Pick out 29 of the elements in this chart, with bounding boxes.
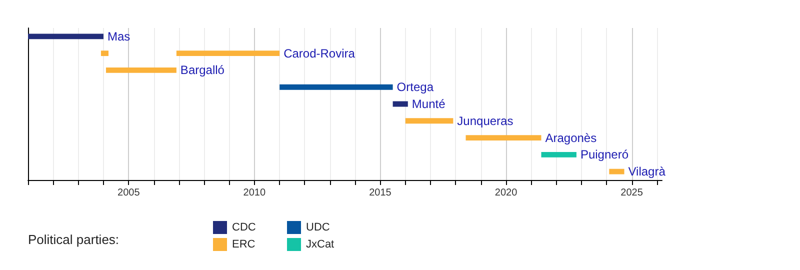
x-tick-label: 2010 [243,188,266,198]
bar [541,152,576,158]
bar [405,118,454,124]
y-tick-label: Aragonès [545,130,597,145]
y-tick-label: Mas [107,29,130,44]
legend-label: ERC [232,238,256,250]
y-tick-label: Vilagrà [628,164,666,179]
x-tick-label: 2015 [369,188,392,198]
y-tick-label: Munté [412,97,446,111]
bar [176,50,280,56]
x-tick-label: 2020 [494,188,518,198]
y-tick-label: Junqueras [457,114,514,128]
x-tick-label: 2025 [620,188,644,198]
legend-label: CDC [232,222,256,234]
y-tick-label: Puigneró [580,148,629,162]
y-tick-label: Carod-Rovira [284,46,356,60]
bar [28,34,104,40]
legend-title: Political parties: [28,232,120,247]
x-tick-label: 2005 [118,188,140,198]
bar [280,84,393,90]
bar [100,50,109,56]
y-tick-label: Bargalló [180,63,225,78]
bar [106,68,176,73]
bar [392,101,408,107]
legend-label: JxCat [306,238,334,250]
bar [466,135,542,140]
legend-label: UDC [306,222,330,234]
y-tick-label: Ortega [396,80,434,94]
bar [609,168,624,174]
